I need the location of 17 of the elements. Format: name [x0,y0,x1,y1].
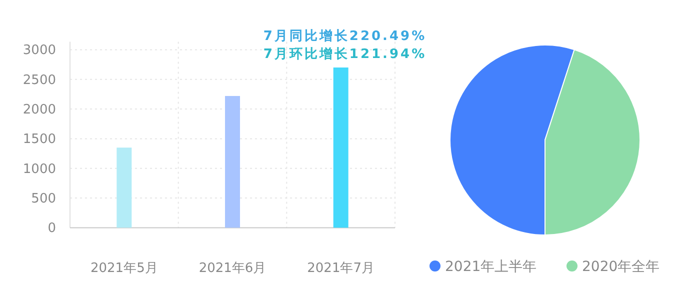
x-tick-label: 2021年6月 [198,261,266,276]
y-tick-label: 3000 [22,43,56,58]
y-tick-label: 2500 [22,72,56,88]
y-tick-label: 2000 [22,102,56,118]
bar [116,148,132,228]
bar [225,96,240,228]
y-tick-label: 1500 [22,132,56,148]
annotation: 7月环比增长121.94% [263,47,427,62]
x-tick-label: 2021年7月 [307,261,375,276]
y-tick-label: 1000 [22,162,56,177]
legend-label: 2020年全年 [582,259,660,275]
text: 7月同比增长220.49% [263,29,427,44]
legend-label: 2021年上半年 [445,259,537,275]
x-tick-label: 2021年5月 [90,261,158,276]
y-tick-label: 0 [48,221,56,236]
bar [333,68,348,228]
y-tick-label: 500 [31,192,56,207]
